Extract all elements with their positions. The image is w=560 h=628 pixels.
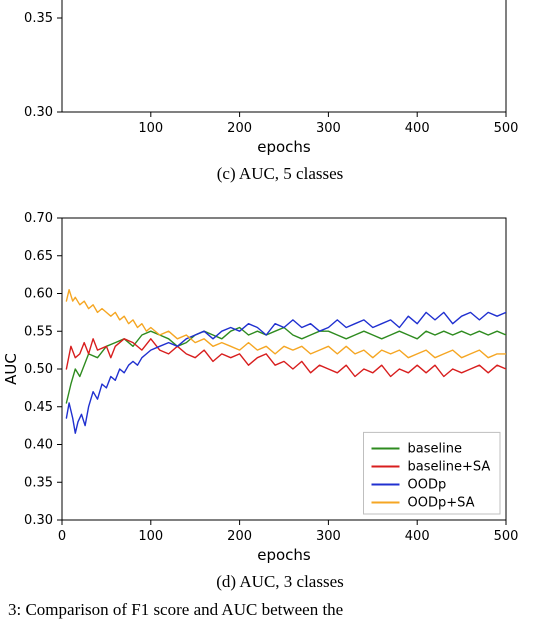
svg-text:300: 300 (316, 121, 341, 136)
svg-text:0.35: 0.35 (24, 11, 53, 26)
svg-text:100: 100 (138, 529, 163, 544)
figure-wrap: 0.30 0.35 0.40 100 200 300 400 500 epochs (c) AU… (0, 0, 560, 626)
svg-text:200: 200 (227, 121, 252, 136)
svg-text:200: 200 (227, 529, 252, 544)
svg-text:0.40: 0.40 (24, 438, 53, 453)
svg-text:OODp+SA: OODp+SA (408, 496, 475, 511)
figure-footer: 3: Comparison of F1 score and AUC betwee… (0, 600, 560, 626)
svg-text:400: 400 (405, 121, 430, 136)
svg-text:500: 500 (494, 529, 519, 544)
svg-text:0.30: 0.30 (24, 105, 53, 120)
panel-c-caption: (c) AUC, 5 classes (0, 164, 560, 184)
svg-text:0.60: 0.60 (24, 287, 53, 302)
svg-text:0.65: 0.65 (24, 249, 53, 264)
svg-text:AUC: AUC (2, 353, 20, 385)
panel-d-chart: 0.30 0.35 0.40 0.45 0.50 0.55 0.60 0.65 0.70 0 100… (0, 206, 560, 566)
svg-text:0.35: 0.35 (24, 475, 53, 490)
svg-text:epochs: epochs (257, 138, 311, 156)
svg-text:0.45: 0.45 (24, 400, 53, 415)
svg-text:100: 100 (138, 121, 163, 136)
svg-text:0.50: 0.50 (24, 362, 53, 377)
svg-text:0: 0 (58, 529, 66, 544)
svg-text:400: 400 (405, 529, 430, 544)
svg-text:baseline+SA: baseline+SA (408, 460, 491, 475)
panel-d-caption: (d) AUC, 3 classes (0, 572, 560, 592)
svg-text:0.30: 0.30 (24, 513, 53, 528)
svg-text:500: 500 (494, 121, 519, 136)
svg-text:300: 300 (316, 529, 341, 544)
svg-text:epochs: epochs (257, 546, 311, 564)
svg-text:0.55: 0.55 (24, 324, 53, 339)
svg-text:0.70: 0.70 (24, 211, 53, 226)
panel-c-chart: 0.300.350.40100200300400500epochs (0, 0, 560, 158)
svg-text:baseline: baseline (408, 442, 462, 457)
svg-text:OODp: OODp (408, 478, 447, 493)
